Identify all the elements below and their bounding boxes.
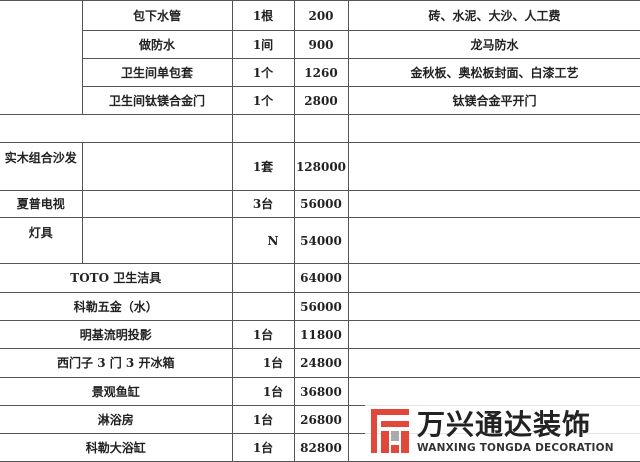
note-cell-empty bbox=[347, 190, 640, 218]
qty-cell: 1台 bbox=[231, 433, 295, 462]
blank-cell bbox=[0, 114, 233, 143]
category-cell: 实木组合沙发 bbox=[0, 142, 83, 191]
item-cell: 卫生间单包套 bbox=[81, 58, 233, 87]
item-cell: 包下水管 bbox=[81, 0, 233, 31]
category-cell-empty bbox=[0, 0, 83, 115]
note-cell-empty bbox=[347, 320, 640, 349]
category-cell: 灯具 bbox=[0, 217, 83, 264]
note-cell: 钛镁合金平开门 bbox=[347, 86, 640, 115]
note-cell: 砖、水泥、大沙、人工费 bbox=[347, 0, 640, 31]
table-row: 实木组合沙发 1套 128000 bbox=[0, 142, 640, 191]
note-cell-empty bbox=[347, 142, 640, 191]
price-cell: 2800 bbox=[293, 86, 349, 115]
qty-cell: 3台 bbox=[231, 190, 295, 218]
item-cell: TOTO 卫生洁具 bbox=[0, 263, 233, 293]
watermark-name-en: WANXING TONGDA DECORATION bbox=[417, 441, 614, 454]
item-cell: 科勒大浴缸 bbox=[0, 433, 233, 462]
qty-cell: 1台 bbox=[231, 405, 295, 434]
table-row: 科勒五金（水） 56000 bbox=[0, 292, 640, 321]
price-cell: 82800 bbox=[293, 433, 349, 462]
price-cell: 200 bbox=[293, 0, 349, 31]
table-row: 卫生间单包套 1个 1260 金秋板、奥松板封面、白漆工艺 bbox=[0, 58, 640, 87]
table-row: 西门子 3 门 3 开冰箱 1台 24800 bbox=[0, 348, 640, 378]
qty-cell bbox=[231, 292, 295, 321]
item-cell: 卫生间钛镁合金门 bbox=[81, 86, 233, 115]
table-row: 夏普电视 3台 56000 bbox=[0, 190, 640, 218]
watermark-logo: 万兴通达装饰 WANXING TONGDA DECORATION bbox=[365, 402, 640, 460]
note-cell: 金秋板、奥松板封面、白漆工艺 bbox=[347, 58, 640, 87]
qty-cell: 1间 bbox=[231, 30, 295, 59]
item-cell-empty bbox=[81, 142, 233, 191]
blank-cell bbox=[231, 114, 295, 143]
qty-cell: N bbox=[231, 217, 295, 264]
price-cell: 128000 bbox=[293, 142, 349, 191]
qty-cell: 1台 bbox=[231, 320, 295, 349]
item-cell: 西门子 3 门 3 开冰箱 bbox=[0, 348, 233, 378]
table-row-blank bbox=[0, 114, 640, 143]
table-row: 明基流明投影 1台 11800 bbox=[0, 320, 640, 349]
watermark-name-cn: 万兴通达装饰 bbox=[417, 407, 592, 441]
item-cell-empty bbox=[81, 217, 233, 264]
price-cell: 36800 bbox=[293, 377, 349, 406]
qty-cell bbox=[231, 263, 295, 293]
note-cell-empty bbox=[347, 217, 640, 264]
item-cell: 做防水 bbox=[81, 30, 233, 59]
table-row: 卫生间钛镁合金门 1个 2800 钛镁合金平开门 bbox=[0, 86, 640, 115]
note-cell-empty bbox=[347, 348, 640, 378]
price-cell: 1260 bbox=[293, 58, 349, 87]
qty-cell: 1个 bbox=[231, 86, 295, 115]
qty-cell: 1台 bbox=[231, 348, 295, 378]
price-cell: 64000 bbox=[293, 263, 349, 293]
note-cell: 龙马防水 bbox=[347, 30, 640, 59]
table-row: 包下水管 1根 200 砖、水泥、大沙、人工费 bbox=[0, 0, 640, 115]
qty-cell: 1套 bbox=[231, 142, 295, 191]
price-cell: 26800 bbox=[293, 405, 349, 434]
table-row: 做防水 1间 900 龙马防水 bbox=[0, 30, 640, 59]
price-cell: 11800 bbox=[293, 320, 349, 349]
note-cell-empty bbox=[347, 263, 640, 293]
item-cell-empty bbox=[81, 190, 233, 218]
price-cell: 56000 bbox=[293, 292, 349, 321]
price-cell: 54000 bbox=[293, 217, 349, 264]
blank-cell bbox=[293, 114, 349, 143]
note-cell-empty bbox=[347, 292, 640, 321]
price-cell: 900 bbox=[293, 30, 349, 59]
qty-cell: 1根 bbox=[231, 0, 295, 31]
qty-cell: 1个 bbox=[231, 58, 295, 87]
logo-mark-icon bbox=[371, 409, 409, 453]
item-cell: 景观鱼缸 bbox=[0, 377, 233, 406]
item-cell: 明基流明投影 bbox=[0, 320, 233, 349]
qty-cell: 1台 bbox=[231, 377, 295, 406]
watermark-text: 万兴通达装饰 WANXING TONGDA DECORATION bbox=[417, 402, 614, 460]
price-cell: 56000 bbox=[293, 190, 349, 218]
item-cell: 淋浴房 bbox=[0, 405, 233, 434]
category-cell: 夏普电视 bbox=[0, 190, 83, 218]
table-row: 灯具 N 54000 bbox=[0, 217, 640, 264]
table-row: TOTO 卫生洁具 64000 bbox=[0, 263, 640, 293]
price-cell: 24800 bbox=[293, 348, 349, 378]
blank-cell bbox=[347, 114, 640, 143]
item-cell: 科勒五金（水） bbox=[0, 292, 233, 321]
